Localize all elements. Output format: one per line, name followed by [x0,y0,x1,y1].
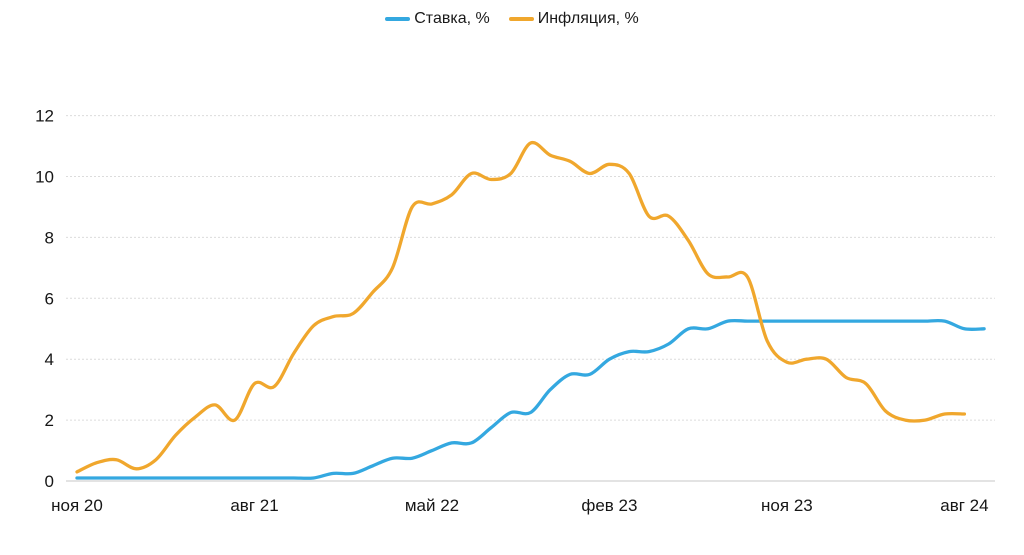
x-tick-label: авг 21 [230,496,278,515]
series-line-rate [75,318,986,480]
y-tick-label: 4 [45,350,54,369]
x-tick-label: фев 23 [581,496,637,515]
y-tick-label: 2 [45,411,54,430]
x-tick-label: ноя 20 [51,496,103,515]
rate-line-swatch [385,17,411,21]
legend-label-rate: Ставка, % [414,10,490,27]
series-line-inflation [75,140,967,474]
y-tick-label: 10 [35,168,54,187]
chart-legend: Ставка, % Инфляция, % [0,10,1024,28]
x-tick-label: ноя 23 [761,496,813,515]
inflation-line-swatch [508,17,534,21]
legend-item-inflation[interactable]: Инфляция, % [508,10,639,28]
legend-label-inflation: Инфляция, % [537,10,639,27]
legend-item-rate[interactable]: Ставка, % [385,10,490,28]
y-tick-label: 8 [45,228,54,247]
y-tick-label: 12 [35,107,54,126]
x-tick-label: авг 24 [940,496,988,515]
x-tick-label: май 22 [405,496,459,515]
y-tick-label: 0 [45,472,54,491]
y-tick-label: 6 [45,289,54,308]
